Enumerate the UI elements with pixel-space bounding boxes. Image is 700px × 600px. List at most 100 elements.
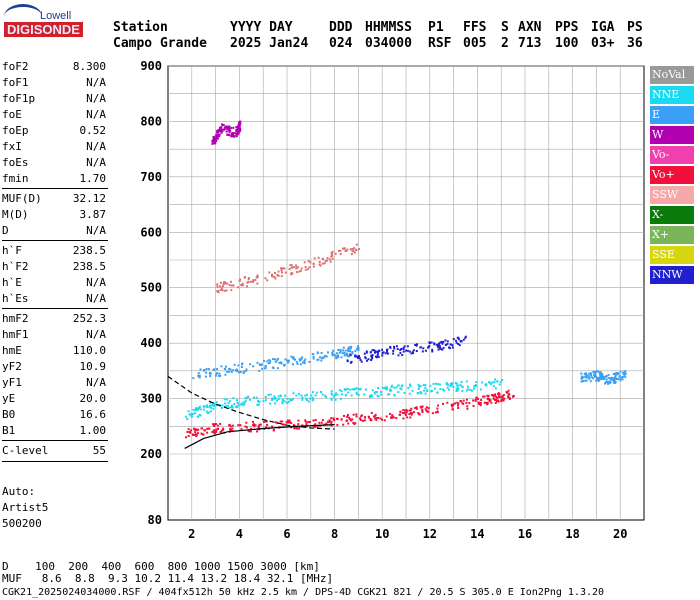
data-point	[235, 129, 238, 132]
data-point	[215, 372, 218, 375]
data-point	[259, 423, 262, 426]
data-point	[501, 395, 504, 398]
data-point	[465, 401, 468, 404]
data-point	[228, 128, 231, 131]
data-point	[266, 279, 269, 282]
data-point	[496, 400, 499, 403]
data-point	[224, 373, 227, 376]
y-tick-label: 600	[140, 225, 162, 239]
data-point	[384, 386, 387, 389]
data-point	[206, 431, 209, 434]
data-point	[337, 348, 340, 351]
data-point	[376, 355, 379, 358]
data-point	[430, 341, 433, 344]
data-point	[457, 404, 460, 407]
data-point	[290, 421, 293, 424]
data-point	[475, 385, 478, 388]
data-point	[295, 267, 298, 270]
data-point	[337, 356, 340, 359]
data-point	[215, 368, 218, 371]
data-point	[603, 376, 606, 379]
data-point	[245, 426, 248, 429]
data-point	[340, 356, 343, 359]
data-point	[385, 349, 388, 352]
param-label: C-level	[2, 444, 49, 457]
data-point	[441, 348, 444, 351]
data-point	[446, 343, 449, 346]
data-point	[194, 429, 197, 432]
data-point	[363, 416, 366, 419]
data-point	[229, 129, 232, 132]
param-row: foF1 N/A	[2, 75, 106, 91]
data-point	[458, 344, 461, 347]
param-separator	[2, 461, 108, 462]
data-point	[452, 338, 455, 341]
data-point	[379, 390, 382, 393]
data-point	[212, 368, 215, 371]
data-point	[613, 378, 616, 381]
data-point	[233, 363, 236, 366]
data-point	[304, 420, 307, 423]
data-point	[395, 386, 398, 389]
param-row: h`Es N/A	[2, 291, 106, 307]
data-point	[385, 350, 388, 353]
data-point	[289, 398, 292, 401]
header-label-7: AXN	[518, 20, 542, 35]
header-value-2: 024	[329, 36, 353, 51]
data-point	[349, 354, 352, 357]
data-point	[339, 397, 342, 400]
param-row: D N/A	[2, 223, 106, 239]
data-point	[258, 369, 261, 372]
data-point	[445, 382, 448, 385]
data-point	[235, 132, 238, 135]
data-point	[389, 346, 392, 349]
data-point	[379, 417, 382, 420]
data-point	[512, 394, 515, 397]
data-point	[299, 269, 302, 272]
data-point	[227, 126, 230, 129]
data-point	[288, 419, 291, 422]
data-point	[209, 410, 212, 413]
data-point	[311, 353, 314, 356]
param-row: C-level 55	[2, 443, 106, 459]
data-point	[217, 427, 220, 430]
auto-program: Artist5	[2, 501, 49, 514]
data-point	[334, 354, 337, 357]
data-point	[332, 418, 335, 421]
data-point	[307, 260, 310, 263]
data-point	[390, 386, 393, 389]
header-value-7: 713	[518, 36, 542, 51]
data-point	[393, 347, 396, 350]
data-point	[229, 280, 232, 283]
param-row: yF2 10.9	[2, 359, 106, 375]
data-point	[588, 372, 591, 375]
data-point	[213, 139, 216, 142]
data-point	[425, 406, 428, 409]
data-point	[202, 433, 205, 436]
data-point	[312, 355, 315, 358]
data-point	[479, 402, 482, 405]
param-label: foF1	[2, 76, 29, 89]
param-label: hmF2	[2, 312, 29, 325]
data-point	[357, 388, 360, 391]
data-point	[230, 406, 233, 409]
data-point	[190, 429, 193, 432]
data-point	[353, 251, 356, 254]
data-point	[236, 370, 239, 373]
data-point	[238, 129, 241, 132]
data-point	[348, 418, 351, 421]
data-point	[505, 391, 508, 394]
data-point	[370, 359, 373, 362]
header-label-10: PS	[627, 20, 643, 35]
param-row: h`E N/A	[2, 275, 106, 291]
data-point	[247, 277, 250, 280]
header-label-6: S	[501, 20, 509, 35]
legend-item-e: E	[650, 106, 694, 124]
param-separator	[2, 188, 108, 189]
data-point	[303, 360, 306, 363]
footer-file-info: CGK21_2025024034000.RSF / 404fx512h 50 k…	[2, 587, 605, 598]
param-row: hmF1 N/A	[2, 327, 106, 343]
data-point	[496, 396, 499, 399]
data-point	[406, 416, 409, 419]
data-point	[455, 341, 458, 344]
